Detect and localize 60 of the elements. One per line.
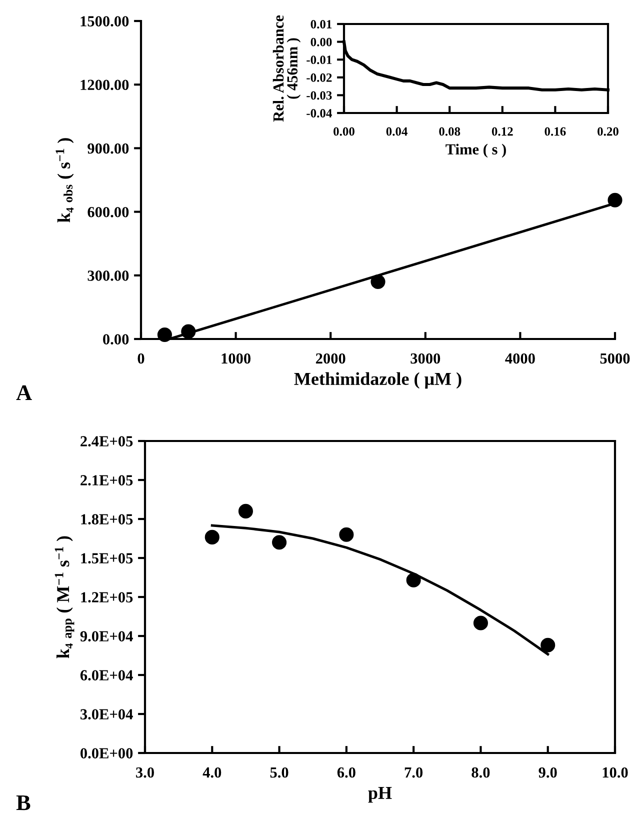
y-axis-title: Rel. Absorbance ( 456nm ) — [272, 15, 301, 122]
y-tick-label: 2.1E+05 — [80, 475, 133, 486]
x-tick-label: 1000 — [222, 353, 250, 364]
x-tick-label: 4000 — [505, 353, 535, 364]
point — [238, 504, 253, 518]
x-tick-label: 0.20 — [598, 127, 618, 136]
y-tick-label: -0.02 — [306, 73, 332, 82]
y-tick-label: 0.00 — [310, 38, 332, 46]
y-tick-label: 300.00 — [88, 270, 129, 281]
point — [406, 572, 421, 588]
y-tick-label: -0.01 — [306, 56, 332, 64]
y-tick-label: 9.0E+04 — [80, 631, 133, 642]
x-tick-label: 9.0 — [538, 767, 557, 778]
y-tick-label: 600.00 — [88, 206, 129, 218]
text: B — [16, 795, 30, 810]
x-tick-label: 8.0 — [472, 767, 490, 778]
x-tick-label: 0.04 — [386, 127, 408, 136]
x-tick-label: 0.12 — [492, 127, 513, 136]
x-tick-label: 4.0 — [202, 767, 222, 778]
y-tick-label: 6.0E+04 — [80, 670, 133, 681]
x-tick-label: 3000 — [410, 353, 440, 364]
x-tick-label: 0.00 — [334, 127, 354, 136]
y-tick-label: -0.04 — [306, 109, 332, 118]
text: A — [16, 385, 32, 400]
x-tick-label: 0.08 — [439, 127, 460, 136]
x-tick-label: 3.0 — [136, 767, 154, 778]
y-tick-label: -0.03 — [306, 91, 332, 100]
x-axis-title: Time ( s ) — [446, 144, 506, 158]
y-tick-label: 0.00 — [103, 334, 129, 345]
point — [540, 638, 556, 652]
x-tick-label: 0 — [138, 353, 144, 364]
point — [181, 324, 196, 339]
y-axis-title: k₄ $_{app}$ ( M$^{−1}$ s$^{−1}$ ) — [54, 536, 74, 658]
y-axis-title: k₄ $_{obs}$ ( s$^{−1}$ ) — [56, 138, 74, 222]
point — [157, 327, 172, 342]
y-tick-label: 1.8E+05 — [81, 514, 133, 525]
y-tick-label: 3.0E+04 — [80, 709, 133, 720]
x-tick-label: 10.0 — [602, 767, 628, 778]
x-axis-title: Methimidazole ( μM ) — [294, 372, 462, 389]
x-tick-label: 5000 — [600, 353, 630, 364]
point — [204, 530, 220, 544]
x-tick-label: 7.0 — [404, 767, 423, 778]
point — [608, 192, 622, 208]
y-tick-label: 0.01 — [310, 20, 332, 29]
y-tick-label: 1500.00 — [80, 16, 129, 27]
x-tick-label: 6.0 — [337, 767, 356, 778]
point — [473, 616, 488, 630]
y-tick-label: 1200.00 — [80, 80, 129, 90]
point — [272, 535, 287, 550]
y-tick-label: 1.5E+05 — [81, 553, 133, 564]
x-tick-label: 5.0 — [270, 767, 288, 778]
point — [370, 274, 386, 290]
x-axis-title: pH — [368, 787, 392, 803]
y-tick-label: 900.00 — [88, 143, 129, 154]
y-tick-label: 0.0E+00 — [80, 748, 133, 759]
y-tick-label: 2.4E+05 — [80, 436, 133, 447]
y-tick-label: 1.2E+05 — [81, 592, 133, 603]
point — [339, 527, 354, 542]
x-tick-label: 0.16 — [544, 127, 566, 136]
x-tick-label: 2000 — [316, 353, 346, 364]
